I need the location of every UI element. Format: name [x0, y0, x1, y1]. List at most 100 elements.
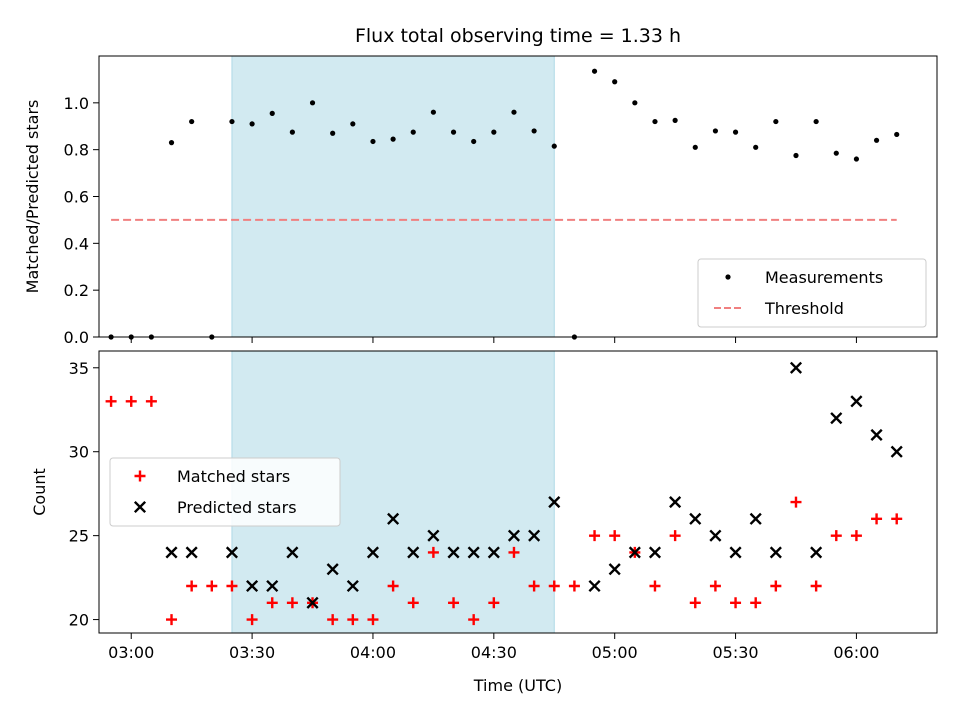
data-point	[450, 129, 457, 135]
data-point	[749, 512, 762, 525]
data-point	[410, 129, 416, 135]
data-point	[793, 152, 799, 159]
data-point	[609, 530, 621, 542]
data-point	[168, 140, 175, 146]
legend-marker	[725, 274, 731, 280]
data-point	[488, 597, 500, 609]
data-point	[370, 138, 376, 145]
data-point	[890, 445, 903, 458]
y-tick-label: 0.8	[64, 141, 89, 160]
data-point	[769, 546, 782, 559]
data-point	[186, 580, 198, 592]
x-tick-label: 03:30	[229, 643, 275, 662]
data-point	[327, 614, 339, 626]
data-point	[387, 512, 400, 525]
data-point	[632, 100, 638, 106]
data-point	[528, 580, 540, 592]
data-point	[346, 579, 359, 593]
x-axis-label: Time (UTC)	[473, 676, 562, 695]
data-point	[789, 361, 803, 374]
data-point	[608, 563, 621, 576]
data-point	[487, 546, 500, 559]
data-point	[730, 597, 742, 609]
data-point	[507, 529, 521, 542]
data-point	[407, 546, 420, 559]
series-measurements	[108, 68, 900, 340]
data-point	[709, 580, 721, 592]
legend-label: Predicted stars	[177, 498, 297, 517]
data-point	[427, 546, 439, 558]
data-point	[850, 530, 862, 542]
data-point	[770, 580, 782, 592]
data-point	[347, 614, 359, 626]
data-point	[810, 546, 823, 559]
data-point	[468, 614, 480, 626]
data-point	[427, 529, 440, 542]
data-point	[528, 529, 541, 542]
data-point	[850, 395, 863, 408]
data-point	[330, 130, 336, 136]
data-point	[628, 546, 641, 559]
y-tick-label: 30	[69, 443, 89, 462]
data-point	[366, 546, 380, 559]
data-point	[612, 79, 618, 85]
data-point	[589, 530, 601, 542]
legend-label: Threshold	[764, 299, 844, 318]
legend: Matched stars Predicted stars	[109, 457, 341, 527]
data-point	[249, 121, 255, 127]
data-point	[652, 118, 658, 125]
data-point	[326, 563, 339, 576]
data-point	[871, 513, 883, 525]
data-point	[568, 580, 580, 592]
data-point	[692, 144, 698, 150]
data-point	[591, 68, 598, 74]
data-point	[548, 496, 561, 509]
y-tick-label: 20	[69, 611, 89, 630]
data-point	[873, 137, 880, 143]
data-point	[166, 614, 178, 626]
legend-box	[109, 457, 341, 527]
data-point	[105, 395, 117, 407]
data-point	[306, 596, 319, 609]
data-point	[367, 614, 379, 626]
x-tick-label: 05:30	[713, 643, 759, 662]
x-tick-label: 03:00	[108, 643, 154, 662]
chart-title: Flux total observing time = 1.33 h	[355, 25, 681, 47]
data-point	[894, 131, 900, 138]
data-point	[689, 512, 702, 525]
data-point	[189, 118, 195, 125]
data-point	[773, 118, 779, 125]
data-point	[853, 156, 860, 162]
data-point	[145, 395, 157, 407]
data-point	[753, 144, 759, 150]
legend-box	[697, 258, 927, 328]
data-point	[471, 138, 477, 145]
data-point	[350, 121, 356, 127]
data-point	[266, 579, 279, 593]
legend-label: Measurements	[765, 268, 883, 287]
data-point	[833, 150, 839, 156]
data-point	[669, 496, 682, 509]
x-tick-label: 04:30	[471, 643, 517, 662]
y-tick-label: 0.2	[64, 281, 89, 300]
y-tick-label: 25	[69, 527, 89, 546]
y-tick-label: 0.0	[64, 328, 89, 347]
data-point	[286, 597, 298, 609]
data-point	[813, 118, 819, 125]
data-point	[830, 530, 842, 542]
y-tick-label: 1.0	[64, 94, 89, 113]
data-point	[548, 580, 560, 592]
data-point	[588, 579, 601, 593]
data-point	[551, 143, 557, 149]
data-point	[269, 110, 275, 116]
data-point	[511, 109, 517, 115]
legend-label: Matched stars	[177, 467, 290, 486]
series-matched-stars	[105, 395, 903, 626]
x-tick-label: 06:00	[833, 643, 879, 662]
data-point	[649, 580, 661, 592]
data-point	[712, 128, 719, 134]
data-point	[286, 546, 299, 559]
highlight-span	[231, 56, 555, 337]
y-axis-label: Matched/Predicted stars	[23, 100, 42, 294]
data-point	[430, 109, 436, 115]
